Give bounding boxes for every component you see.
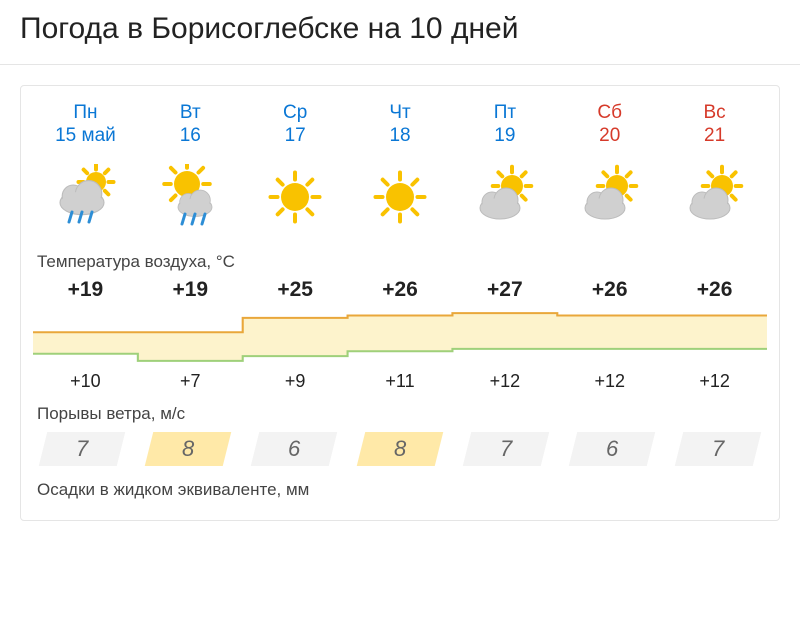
day-date: 16 xyxy=(138,125,243,148)
divider xyxy=(0,64,800,65)
temp-high-labels: +19+19+25+26+27+26+26 xyxy=(33,278,767,302)
wind-cell: 7 xyxy=(33,432,131,466)
wind-chip: 8 xyxy=(145,432,231,466)
temp-low: +11 xyxy=(348,371,453,392)
day-col[interactable]: Вс 21 xyxy=(662,102,767,148)
temp-high: +26 xyxy=(348,278,453,302)
temp-high: +26 xyxy=(557,278,662,302)
day-date: 21 xyxy=(662,125,767,148)
wind-chip: 6 xyxy=(251,432,337,466)
day-of-week: Пн xyxy=(33,102,138,125)
wind-chip: 7 xyxy=(463,432,549,466)
day-col[interactable]: Пн 15 май xyxy=(33,102,138,148)
day-of-week: Сб xyxy=(557,102,662,125)
day-of-week: Вт xyxy=(138,102,243,125)
weather-icon xyxy=(33,160,138,234)
wind-cell: 6 xyxy=(245,432,343,466)
days-header: Пн 15 май Вт 16 Ср 17 Чт 18 Пт 19 Сб 20 … xyxy=(33,102,767,148)
day-date: 15 май xyxy=(33,125,138,148)
day-of-week: Вс xyxy=(662,102,767,125)
day-col[interactable]: Сб 20 xyxy=(557,102,662,148)
wind-cell: 7 xyxy=(457,432,555,466)
day-date: 20 xyxy=(557,125,662,148)
wind-cell: 8 xyxy=(139,432,237,466)
temp-high: +26 xyxy=(662,278,767,302)
weather-icon xyxy=(557,160,662,234)
weather-icon xyxy=(243,160,348,234)
day-of-week: Пт xyxy=(452,102,557,125)
day-of-week: Чт xyxy=(348,102,453,125)
wind-cell: 7 xyxy=(669,432,767,466)
forecast-card: Пн 15 май Вт 16 Ср 17 Чт 18 Пт 19 Сб 20 … xyxy=(20,85,780,521)
temperature-chart: +19+19+25+26+27+26+26 +10+7+9+11+12+12+1… xyxy=(33,280,767,390)
precip-label: Осадки в жидком эквиваленте, мм xyxy=(37,480,767,500)
temp-low: +7 xyxy=(138,371,243,392)
wind-label: Порывы ветра, м/с xyxy=(37,404,767,424)
icons-row xyxy=(33,160,767,234)
temp-high: +27 xyxy=(452,278,557,302)
day-col[interactable]: Вт 16 xyxy=(138,102,243,148)
temp-low: +12 xyxy=(557,371,662,392)
wind-chip: 7 xyxy=(675,432,761,466)
wind-cell: 6 xyxy=(563,432,661,466)
day-col[interactable]: Чт 18 xyxy=(348,102,453,148)
day-date: 19 xyxy=(452,125,557,148)
wind-chip: 8 xyxy=(357,432,443,466)
weather-icon xyxy=(138,160,243,234)
page-title: Погода в Борисоглебске на 10 дней xyxy=(0,0,800,64)
temp-high: +25 xyxy=(243,278,348,302)
wind-chip: 7 xyxy=(39,432,125,466)
wind-chip: 6 xyxy=(569,432,655,466)
temp-low: +9 xyxy=(243,371,348,392)
temp-high: +19 xyxy=(33,278,138,302)
temp-low: +12 xyxy=(452,371,557,392)
day-col[interactable]: Пт 19 xyxy=(452,102,557,148)
temp-low: +10 xyxy=(33,371,138,392)
weather-icon xyxy=(662,160,767,234)
day-date: 17 xyxy=(243,125,348,148)
wind-row: 7 8 6 8 7 6 7 xyxy=(33,432,767,466)
temperature-label: Температура воздуха, °C xyxy=(37,252,767,272)
day-of-week: Ср xyxy=(243,102,348,125)
temp-low: +12 xyxy=(662,371,767,392)
day-date: 18 xyxy=(348,125,453,148)
weather-icon xyxy=(348,160,453,234)
weather-icon xyxy=(452,160,557,234)
temp-high: +19 xyxy=(138,278,243,302)
day-col[interactable]: Ср 17 xyxy=(243,102,348,148)
temp-low-labels: +10+7+9+11+12+12+12 xyxy=(33,371,767,392)
wind-cell: 8 xyxy=(351,432,449,466)
